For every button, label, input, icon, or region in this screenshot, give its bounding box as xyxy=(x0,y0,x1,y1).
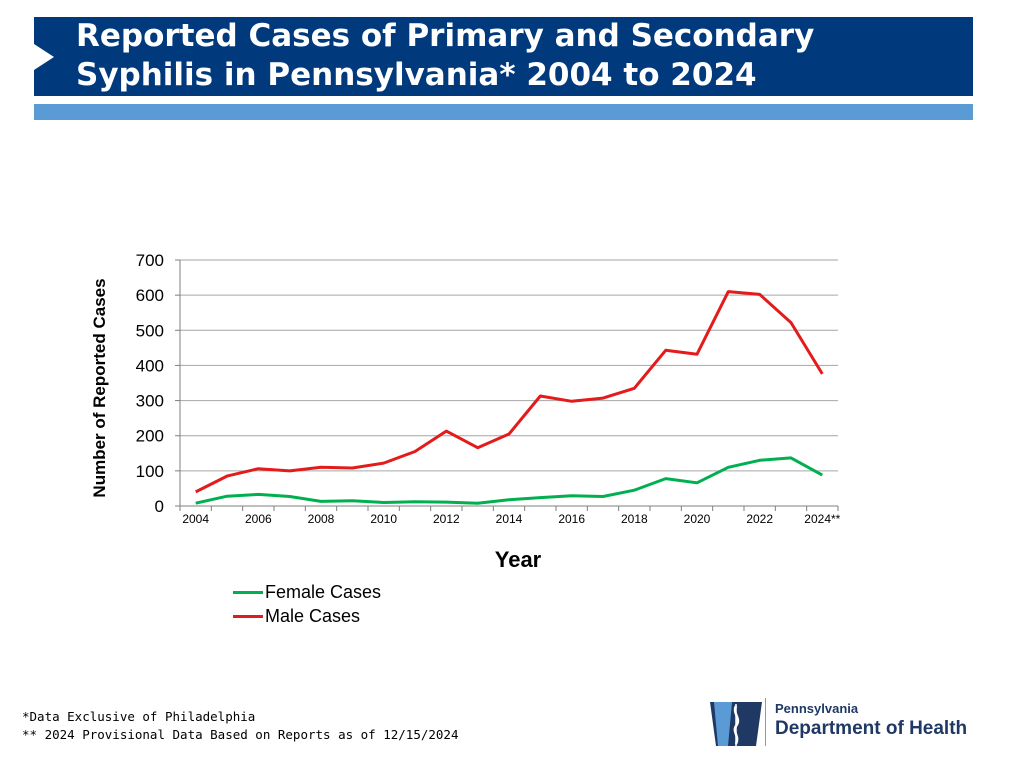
y-tick-label: 700 xyxy=(136,251,164,270)
y-axis-label: Number of Reported Cases xyxy=(90,278,109,498)
x-tick-label: 2020 xyxy=(684,512,711,526)
legend-item-female: Female Cases xyxy=(233,580,381,604)
y-tick-label: 600 xyxy=(136,286,164,305)
logo-text-department: Department of Health xyxy=(775,718,968,739)
x-tick-label: 2008 xyxy=(308,512,335,526)
footnotes: *Data Exclusive of Philadelphia ** 2024 … xyxy=(22,708,459,744)
legend-item-male: Male Cases xyxy=(233,604,381,628)
x-tick-label: 2022 xyxy=(746,512,773,526)
x-tick-label: 2006 xyxy=(245,512,272,526)
legend-label-male: Male Cases xyxy=(265,605,361,626)
page-title: Reported Cases of Primary and Secondary … xyxy=(76,18,815,93)
y-tick-label: 400 xyxy=(136,356,164,375)
y-tick-label: 300 xyxy=(136,392,164,411)
title-banner: Reported Cases of Primary and Secondary … xyxy=(34,17,973,96)
x-tick-label: 2010 xyxy=(370,512,397,526)
series-line-male xyxy=(195,290,824,494)
legend-label-female: Female Cases xyxy=(265,581,382,602)
banner-notch xyxy=(34,44,54,70)
x-tick-label: 2016 xyxy=(558,512,585,526)
series-line-female xyxy=(195,456,824,505)
x-tick-label: 2012 xyxy=(433,512,460,526)
x-tick-label: 2014 xyxy=(496,512,523,526)
logo-divider xyxy=(765,698,766,746)
y-tick-label: 200 xyxy=(136,427,164,446)
x-axis-label: Year xyxy=(494,547,542,572)
chart-legend: Female Cases Male Cases xyxy=(233,580,381,628)
x-tick-label: 2018 xyxy=(621,512,648,526)
logo-text-state: Pennsylvania xyxy=(775,701,859,716)
y-tick-label: 500 xyxy=(136,321,164,340)
pa-health-logo: Pennsylvania Department of Health xyxy=(708,696,978,750)
legend-swatch-female xyxy=(233,590,263,594)
keystone-icon xyxy=(710,702,762,746)
legend-swatch-male xyxy=(233,614,263,618)
footnote-1: *Data Exclusive of Philadelphia xyxy=(22,709,256,724)
accent-bar xyxy=(34,104,973,120)
y-tick-label: 0 xyxy=(155,497,164,516)
y-tick-label: 100 xyxy=(136,462,164,481)
x-tick-label: 2004 xyxy=(182,512,209,526)
footnote-2: ** 2024 Provisional Data Based on Report… xyxy=(22,727,459,742)
x-tick-label: 2024** xyxy=(804,512,840,526)
